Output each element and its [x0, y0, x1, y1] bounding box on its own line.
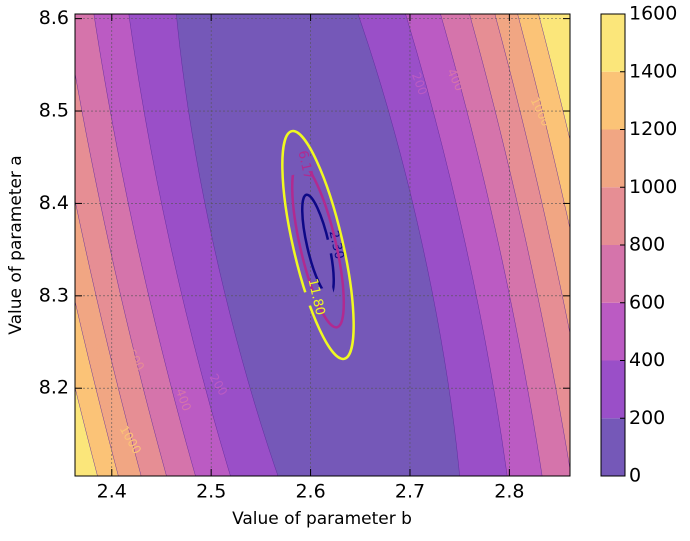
colorbar-tick-label: 200 [629, 407, 665, 429]
y-tick-label: 8.3 [39, 284, 69, 306]
colorbar-band [601, 418, 625, 476]
label-backdrop [296, 286, 336, 308]
x-tick-label: 2.7 [395, 481, 425, 503]
colorbar-tick-label: 1000 [629, 176, 677, 198]
colorbar-band [601, 187, 625, 245]
confidence-contour [281, 129, 355, 361]
colorbar-band [601, 14, 625, 72]
x-tick-label: 2.5 [196, 481, 226, 503]
colorbar-tick-label: 800 [629, 234, 665, 256]
y-tick-label: 8.5 [39, 100, 69, 122]
x-tick-label: 2.8 [494, 481, 524, 503]
label-backdrop [285, 154, 325, 176]
plot-frame [74, 13, 571, 477]
colorbar-tick-label: 400 [629, 349, 665, 371]
confidence-label: 6.17 [294, 149, 315, 181]
y-axis-label: Value of parameter a [6, 155, 26, 334]
colorbar-band [601, 245, 625, 303]
colorbar-band [601, 71, 625, 130]
colorbar-tick-label: 1200 [629, 118, 677, 140]
x-tick-label: 2.4 [97, 481, 127, 503]
colorbar-band [601, 360, 625, 419]
colorbar-tick-label: 600 [629, 291, 665, 313]
colorbar-tick-label: 1600 [629, 3, 677, 25]
y-tick-label: 8.6 [39, 7, 69, 29]
x-axis-label: Value of parameter b [232, 509, 412, 529]
colorbar-band [601, 129, 625, 188]
y-tick-label: 8.4 [39, 192, 69, 214]
y-tick-label: 8.2 [39, 377, 69, 399]
x-tick-label: 2.6 [295, 481, 325, 503]
colorbar-tick-label: 1400 [629, 60, 677, 82]
colorbar-band [601, 302, 625, 361]
colorbar-tick-label: 0 [629, 465, 641, 487]
